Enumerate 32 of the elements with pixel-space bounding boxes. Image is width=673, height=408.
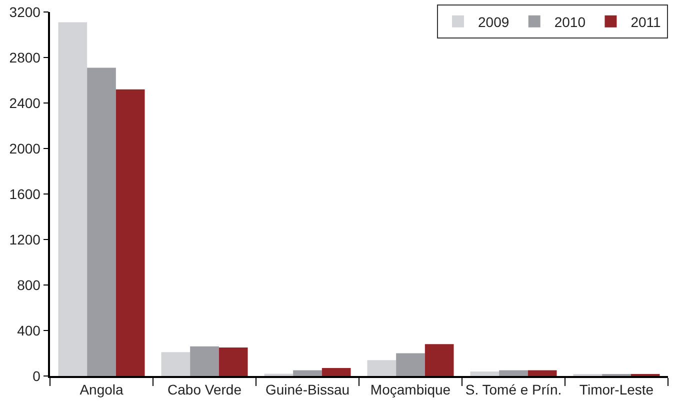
y-tick-label: 400 bbox=[17, 322, 41, 338]
y-tick-label: 1600 bbox=[9, 186, 41, 202]
x-tick-label: Guiné-Bissau bbox=[265, 382, 350, 398]
y-tick-label: 0 bbox=[32, 368, 41, 384]
bar bbox=[424, 344, 454, 376]
legend-label: 2010 bbox=[554, 14, 586, 30]
bar bbox=[528, 370, 557, 376]
y-tick-label: 800 bbox=[17, 276, 41, 293]
bar bbox=[190, 346, 219, 376]
y-tick-label: 3200 bbox=[9, 4, 41, 20]
x-tick-label: Cabo Verde bbox=[168, 382, 242, 398]
bar bbox=[87, 68, 116, 376]
bar bbox=[161, 352, 190, 376]
x-tick-label: S. Tomé e Prín. bbox=[465, 382, 562, 398]
x-tick-label: Timor-Leste bbox=[579, 382, 654, 398]
bar bbox=[367, 360, 396, 376]
y-tick-label: 1200 bbox=[9, 231, 41, 248]
y-tick-label: 2400 bbox=[9, 94, 41, 111]
legend-label: 2009 bbox=[478, 14, 510, 30]
bar bbox=[499, 370, 528, 376]
bar bbox=[293, 370, 322, 376]
y-tick-label: 2000 bbox=[9, 140, 41, 156]
legend-label: 2011 bbox=[630, 14, 662, 30]
bar bbox=[396, 353, 425, 376]
x-tick-label: Moçambique bbox=[370, 382, 451, 398]
bar bbox=[218, 348, 248, 376]
bar bbox=[322, 368, 351, 376]
bar bbox=[58, 22, 88, 376]
x-tick-label: Angola bbox=[80, 382, 124, 398]
y-tick-label: 2800 bbox=[9, 49, 41, 66]
bar bbox=[470, 371, 500, 376]
bar bbox=[116, 89, 145, 376]
